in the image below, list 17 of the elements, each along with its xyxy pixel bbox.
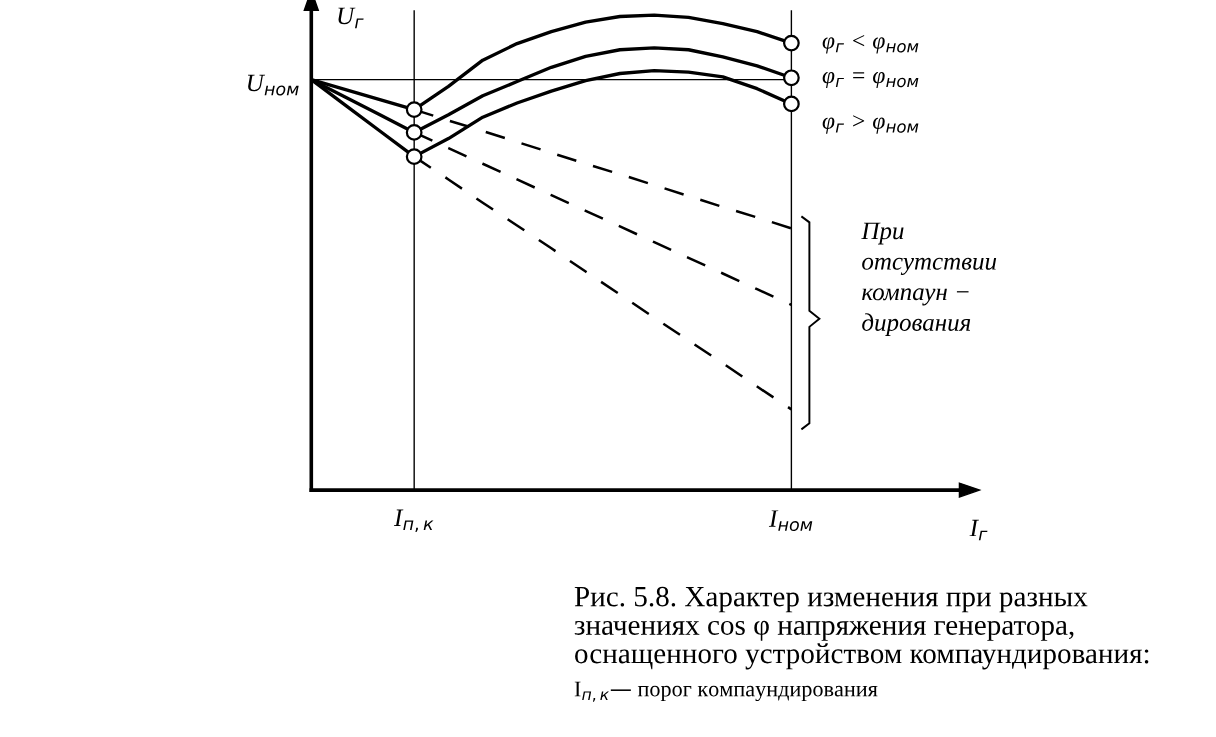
series-label: φ$_{г}$ > φ$_{ном}$ xyxy=(822,115,919,134)
point xyxy=(405,148,423,166)
point xyxy=(783,69,800,87)
point xyxy=(783,34,800,52)
y-axis-title: U$_{г}$ xyxy=(338,7,364,29)
point xyxy=(405,124,423,141)
annotation: При отсутствии компаун − дирования xyxy=(861,222,997,336)
text: I$_{п,к}$— порог компаундирования xyxy=(574,681,878,702)
point xyxy=(405,101,423,118)
text: Рис. 5.8. Характер изменения при разных значениях cos φ напряжения генератора, оснащенного устройством компаундирования: xyxy=(574,586,1149,670)
point xyxy=(783,95,800,113)
x-tick-label: I$_{ном}$ xyxy=(768,510,813,532)
x-axis-title: I$_{г}$ xyxy=(969,519,988,541)
ref-line-label: U$_{ном}$ xyxy=(247,74,299,96)
series-label: φ$_{г}$ = φ$_{ном}$ xyxy=(822,71,919,89)
x-tick-label: I$_{п,к}$ xyxy=(393,509,434,533)
series-label: φ$_{г}$ < φ$_{ном}$ xyxy=(822,34,919,54)
